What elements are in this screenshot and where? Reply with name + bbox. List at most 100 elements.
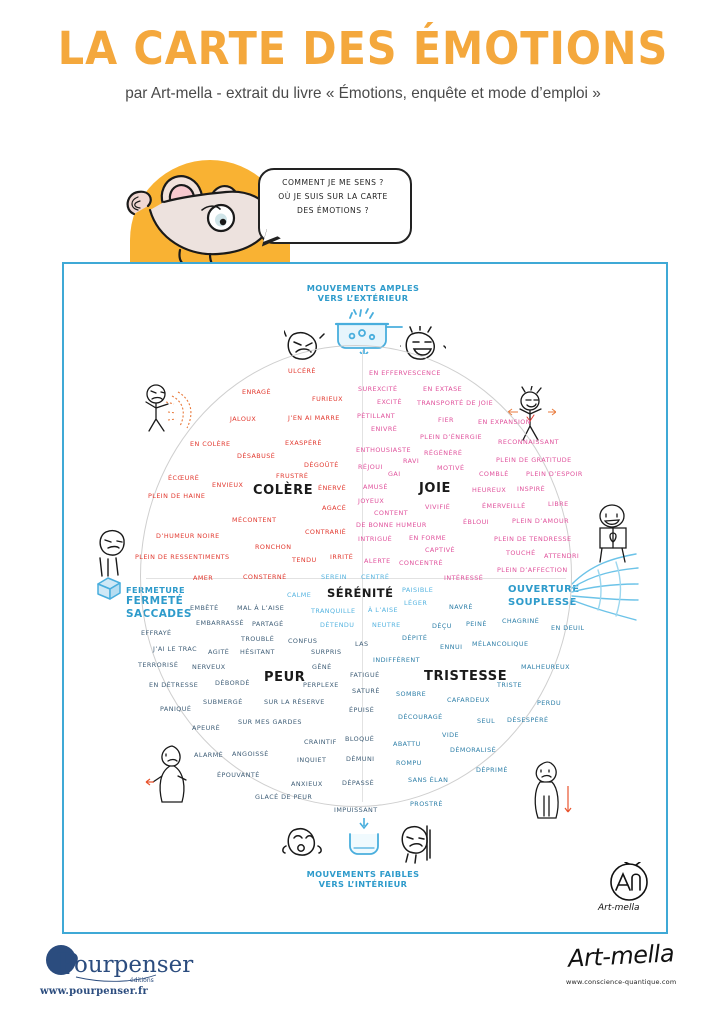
speech-line-2: OÙ JE SUIS SUR LA CARTE (278, 192, 388, 202)
axis-label-bottom: MOUVEMENTS FAIBLES VERS L’INTÉRIEUR (0, 869, 726, 890)
emotion-word-tristesse: SOMBRE (396, 690, 427, 698)
emotion-word-tristesse: CAFARDEUX (447, 696, 490, 704)
emotion-word-colere: RONCHON (255, 543, 292, 551)
emotion-word-joie: PLEIN D’ÉNERGIE (420, 433, 483, 441)
emotion-word-peur: PANIQUÉ (160, 705, 192, 713)
emotion-word-peur: SUBMERGÉ (203, 698, 243, 706)
emotion-word-joie: HEUREUX (472, 486, 507, 494)
emotion-word-colere: DÉGOÛTÉ (304, 461, 339, 469)
pourpenser-tagline: éditions (130, 977, 154, 984)
sad-face-icon (282, 828, 322, 856)
happy-face-icon (400, 326, 446, 360)
emotion-word-joie: PLEIN DE GRATITUDE (496, 456, 572, 464)
joyful-stickman-icon (507, 386, 556, 441)
emotion-word-joie: SUREXCITÉ (358, 385, 398, 393)
emotion-word-peur: EMBÊTÉ (190, 604, 219, 612)
emotion-word-tristesse: EN DEUIL (551, 624, 585, 632)
emotion-word-colere: EN COLÈRE (190, 440, 231, 448)
emotion-word-peur: SATURÉ (352, 687, 380, 695)
artmella-url[interactable]: www.conscience-quantique.com (566, 978, 677, 986)
emotion-word-colere: ÉCŒURÉ (168, 474, 200, 482)
emotion-hub-joie: JOIE (419, 481, 452, 496)
emotion-word-tristesse: INDIFFÉRENT (373, 656, 420, 664)
emotion-word-joie: JOYEUX (358, 497, 385, 505)
emotion-word-peur: DÉBORDÉ (215, 679, 250, 687)
emotion-word-joie: TOUCHÉ (506, 549, 536, 557)
axis-label-top: MOUVEMENTS AMPLES VERS L’EXTÉRIEUR (0, 283, 726, 304)
emotion-word-peur: IMPUISSANT (334, 806, 378, 814)
emotion-word-colere: FRUSTRÉ (276, 472, 309, 480)
emotion-word-peur: TERRORISÉ (138, 661, 179, 669)
emotion-word-joie: EN EXPANSION (478, 418, 532, 426)
emotion-word-joie: ÉBLOUI (463, 518, 490, 526)
emotion-word-joie: ENIVRÉ (371, 425, 398, 433)
closed-face-icon (99, 529, 125, 577)
emotion-word-joie: TRANSPORTÉ DE JOIE (417, 399, 494, 407)
emotion-hub-srnit: SÉRÉNITÉ (327, 586, 394, 600)
vertical-axis-line (362, 350, 363, 802)
emotion-word-joie: CONCENTRÉ (399, 559, 443, 567)
emotion-word-colere: EXASPÉRÉ (285, 439, 322, 447)
emotion-word-serenite: CALME (287, 591, 312, 599)
emotion-word-peur: EN DÉTRESSE (149, 681, 199, 689)
emotion-word-joie: FIER (438, 416, 454, 424)
emotion-word-colere: IRRITÉ (330, 553, 354, 561)
emotion-word-joie: ATTENDRI (544, 552, 580, 560)
emotion-word-peur: J’AI LE TRAC (153, 645, 198, 653)
emotion-word-peur: EMBARRASSÉ (196, 619, 244, 627)
emotion-word-tristesse: DÉCOURAGÉ (398, 713, 443, 721)
emotion-word-colere: ENRAGÉ (242, 388, 271, 396)
emotion-word-peur: INQUIET (297, 756, 327, 764)
withdrawn-face-icon (401, 825, 431, 864)
emotion-word-colere: PLEIN DE HAINE (148, 492, 206, 500)
emotion-word-joie: RECONNAISSANT (498, 438, 559, 446)
emotion-word-peur: MAL À L’AISE (237, 604, 285, 612)
emotion-word-tristesse: NAVRÉ (449, 603, 473, 611)
emotion-word-peur: SUR LA RÉSERVE (264, 698, 325, 706)
emotion-word-peur: BLOQUÉ (345, 735, 375, 743)
emotion-word-tristesse: SANS ÉLAN (408, 776, 449, 784)
emotion-word-peur: CRAINTIF (304, 738, 337, 746)
emotion-word-joie: PLEIN DE TENDRESSE (494, 535, 572, 543)
emotion-word-tristesse: ABATTU (393, 740, 421, 748)
emotion-word-joie: LIBRE (548, 500, 569, 508)
speech-bubble-text: COMMENT JE ME SENS ? OÙ JE SUIS SUR LA C… (258, 176, 408, 218)
emotion-word-tristesse: VIDE (442, 731, 460, 739)
emotion-word-peur: TROUBLÉ (241, 635, 275, 643)
fearful-stickman-icon (145, 745, 187, 803)
emotion-word-colere: J’EN AI MARRE (288, 414, 340, 422)
pourpenser-logo[interactable]: P ourpenser éditions (44, 944, 214, 988)
emotion-word-joie: INTÉRESSÉ (444, 574, 484, 582)
calm-pot-icon (349, 818, 379, 855)
emotion-word-peur: HÉSITANT (240, 648, 275, 656)
emotion-word-tristesse: MÉLANCOLIQUE (472, 640, 529, 648)
emotion-word-joie: PLEIN D’ESPOIR (526, 470, 583, 478)
emotion-word-joie: ENTHOUSIASTE (356, 446, 411, 454)
emotion-word-peur: ALARMÉ (194, 751, 224, 759)
emotion-word-colere: D’HUMEUR NOIRE (156, 532, 220, 540)
speech-line-3: DES ÉMOTIONS ? (296, 206, 369, 216)
emotion-word-peur: ÉPOUVANTÉ (217, 771, 260, 779)
emotion-word-peur: EFFRAYÉ (141, 629, 172, 637)
emotion-word-peur: SUR MES GARDES (238, 718, 302, 726)
emotion-word-joie: CONTENT (374, 509, 409, 517)
emotion-word-joie: PLEIN D’AFFECTION (497, 566, 568, 574)
pourpenser-url[interactable]: www.pourpenser.fr (40, 986, 148, 997)
emotion-word-tristesse: DÉPITÉ (402, 634, 428, 642)
axis-top-line2: VERS L’EXTÉRIEUR (317, 293, 409, 304)
emotion-word-peur: NERVEUX (192, 663, 226, 671)
emotion-word-tristesse: DÉPRIMÉ (476, 766, 508, 774)
emotion-word-tristesse: SEUL (477, 717, 496, 725)
emotion-word-colere: CONTRARIÉ (305, 528, 347, 536)
ice-cube-icon (97, 577, 121, 600)
emotion-hub-tristesse: TRISTESSE (424, 669, 508, 684)
emotion-word-colere: ÉNERVÉ (318, 484, 347, 492)
reading-stickman-icon (599, 504, 627, 563)
emotion-word-joie: VIVIFIÉ (425, 503, 451, 511)
emotion-word-colere: ENVIEUX (212, 481, 244, 489)
speech-line-1: COMMENT JE ME SENS ? (282, 178, 384, 187)
emotion-word-joie: CAPTIVÉ (425, 546, 456, 554)
emotion-word-tristesse: PERDU (537, 699, 562, 707)
emotion-word-joie: EN FORME (409, 534, 447, 542)
